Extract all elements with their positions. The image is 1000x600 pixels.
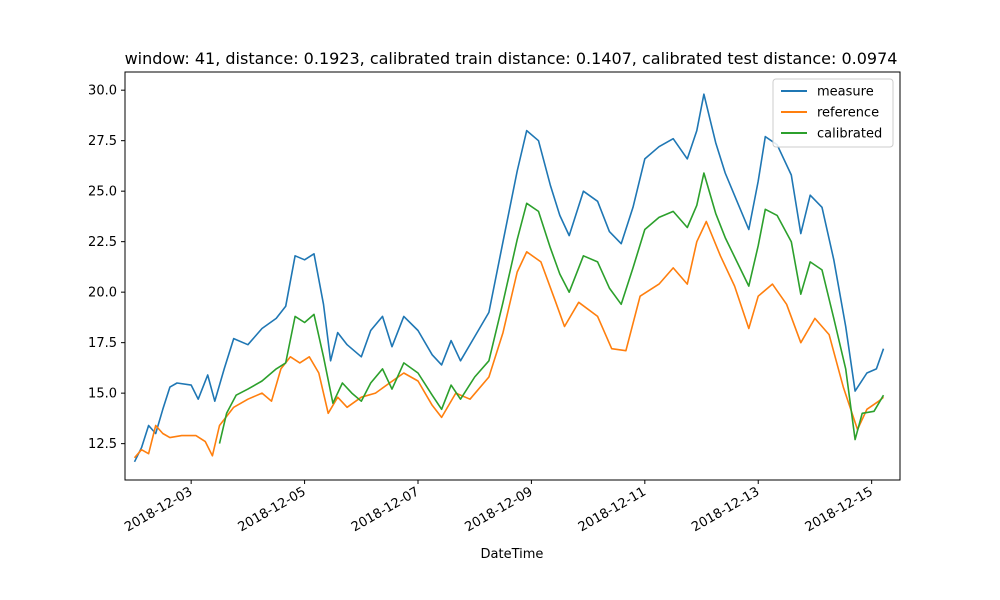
series-line-reference: [133, 220, 885, 459]
legend-label-calibrated: calibrated: [817, 127, 882, 142]
y-tick-label: 20.0: [88, 286, 117, 301]
y-tick-label: 12.5: [88, 437, 117, 452]
series-line-measure: [133, 93, 885, 463]
y-tick-label: 15.0: [88, 387, 117, 402]
y-axis: 12.5 15.0 17.5 20.0 22.5 25.0 27.5 30.0: [88, 84, 125, 452]
plot-frame: [124, 71, 901, 481]
series-layer: [133, 93, 885, 463]
y-tick-label: 17.5: [88, 336, 117, 351]
legend: measure reference calibrated: [772, 78, 894, 148]
y-tick-label: 30.0: [88, 84, 117, 99]
chart-title: window: 41, distance: 0.1923, calibrated…: [125, 49, 898, 68]
y-tick-label: 25.0: [88, 185, 117, 200]
y-tick-label: 27.5: [88, 134, 117, 149]
legend-box: [772, 78, 894, 148]
x-axis-label: DateTime: [481, 547, 544, 562]
y-tick-label: 22.5: [88, 235, 117, 250]
series-line-calibrated: [218, 172, 885, 444]
legend-label-reference: reference: [817, 106, 879, 121]
legend-label-measure: measure: [817, 85, 874, 100]
